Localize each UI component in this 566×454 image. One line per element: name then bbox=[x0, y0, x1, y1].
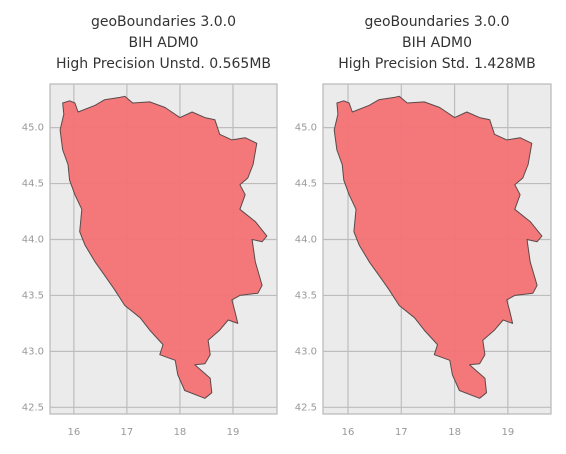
y-tick-label: 44.0 bbox=[22, 234, 44, 245]
panel-title: geoBoundaries 3.0.0 bbox=[364, 14, 509, 30]
y-tick-label: 43.0 bbox=[295, 346, 317, 357]
panel-title: High Precision Std. 1.428MB bbox=[338, 56, 535, 72]
x-tick-label: 19 bbox=[501, 427, 514, 438]
y-tick-label: 42.5 bbox=[295, 402, 317, 413]
y-tick-label: 45.0 bbox=[295, 123, 317, 134]
y-tick-label: 45.0 bbox=[22, 123, 44, 134]
panel-title: High Precision Unstd. 0.565MB bbox=[56, 56, 271, 72]
y-tick-label: 43.5 bbox=[295, 290, 317, 301]
y-tick-label: 44.0 bbox=[295, 234, 317, 245]
y-tick-label: 43.5 bbox=[22, 290, 44, 301]
x-tick-label: 17 bbox=[395, 427, 408, 438]
y-tick-label: 44.5 bbox=[295, 179, 317, 190]
x-tick-label: 17 bbox=[121, 427, 134, 438]
y-tick-label: 42.5 bbox=[22, 402, 44, 413]
boundary bbox=[333, 95, 543, 399]
panel-title: geoBoundaries 3.0.0 bbox=[91, 14, 236, 30]
x-tick-label: 19 bbox=[227, 427, 240, 438]
panel-title: BIH ADM0 bbox=[402, 35, 472, 51]
x-tick-label: 18 bbox=[448, 427, 461, 438]
y-tick-label: 44.5 bbox=[22, 179, 44, 190]
x-tick-label: 18 bbox=[174, 427, 187, 438]
y-tick-label: 43.0 bbox=[22, 346, 44, 357]
x-tick-label: 16 bbox=[342, 427, 355, 438]
boundary bbox=[59, 95, 268, 399]
x-tick-label: 16 bbox=[67, 427, 80, 438]
panel-title: BIH ADM0 bbox=[128, 35, 198, 51]
